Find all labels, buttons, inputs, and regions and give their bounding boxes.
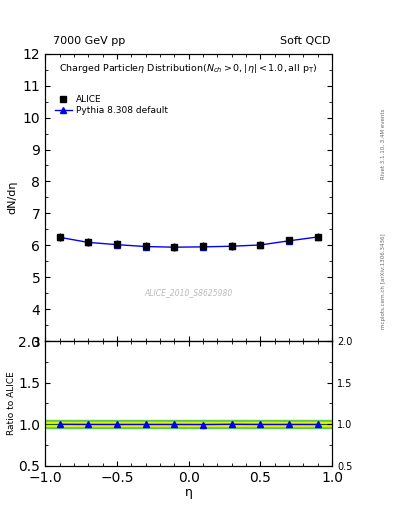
- Text: ALICE_2010_S8625980: ALICE_2010_S8625980: [145, 288, 233, 296]
- Text: 7000 GeV pp: 7000 GeV pp: [53, 36, 125, 46]
- Y-axis label: Ratio to ALICE: Ratio to ALICE: [7, 372, 16, 435]
- Text: Soft QCD: Soft QCD: [280, 36, 330, 46]
- Text: Rivet 3.1.10, 3.4M events: Rivet 3.1.10, 3.4M events: [381, 108, 386, 179]
- X-axis label: η: η: [185, 486, 193, 499]
- Text: Charged Particle$\eta$ Distribution$(N_{ch} > 0, |\eta| < 1.0, \rm{all}\ p_T)$: Charged Particle$\eta$ Distribution$(N_{…: [59, 62, 318, 75]
- Text: mcplots.cern.ch [arXiv:1306.3436]: mcplots.cern.ch [arXiv:1306.3436]: [381, 234, 386, 329]
- Legend: ALICE, Pythia 8.308 default: ALICE, Pythia 8.308 default: [53, 93, 171, 118]
- Y-axis label: dN/dη: dN/dη: [7, 181, 17, 214]
